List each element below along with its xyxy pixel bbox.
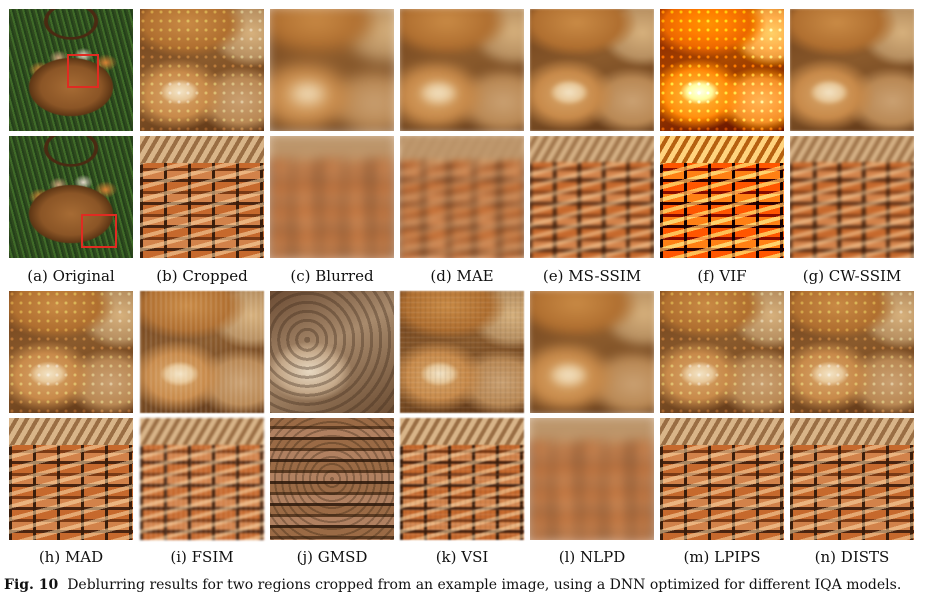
figure-caption: Fig. 10 Deblurring results for two regio… (4, 577, 901, 593)
mad-basket (9, 418, 133, 540)
label-cw-ssim: (g) CW-SSIM (802, 267, 902, 285)
cw-ssim-mushroom (790, 9, 914, 131)
figure-number: Fig. 10 (4, 577, 59, 593)
label-gmsd: (j) GMSD (296, 548, 368, 566)
nlpd-mushroom (530, 291, 654, 413)
vif-mushroom (660, 9, 784, 131)
cw-ssim-basket (790, 136, 914, 258)
mae-basket (400, 136, 524, 258)
label-vif: (f) VIF (697, 267, 747, 285)
label-blurred: (c) Blurred (290, 267, 374, 285)
dists-basket (790, 418, 914, 540)
fsim-basket (140, 418, 264, 540)
original-image-bottom (9, 136, 133, 258)
fsim-mushroom (140, 291, 264, 413)
lpips-basket (660, 418, 784, 540)
label-lpips: (m) LPIPS (683, 548, 761, 566)
cropped-basket (140, 136, 264, 258)
mae-mushroom (400, 9, 524, 131)
blurred-mushroom (270, 9, 394, 131)
label-mad: (h) MAD (38, 548, 104, 566)
vif-basket (660, 136, 784, 258)
crop-region-mushroom (67, 54, 99, 88)
crop-region-basket (81, 214, 117, 248)
original-image-top (9, 9, 133, 131)
label-cropped: (b) Cropped (156, 267, 248, 285)
label-ms-ssim: (e) MS-SSIM (542, 267, 642, 285)
figure-caption-text: Deblurring results for two regions cropp… (67, 577, 902, 593)
blurred-basket (270, 136, 394, 258)
gmsd-basket (270, 418, 394, 540)
lpips-mushroom (660, 291, 784, 413)
vsi-basket (400, 418, 524, 540)
label-dists: (n) DISTS (814, 548, 890, 566)
vsi-mushroom (400, 291, 524, 413)
dists-mushroom (790, 291, 914, 413)
mad-mushroom (9, 291, 133, 413)
ms-ssim-mushroom (530, 9, 654, 131)
gmsd-mushroom (270, 291, 394, 413)
nlpd-basket (530, 418, 654, 540)
label-fsim: (i) FSIM (170, 548, 234, 566)
label-vsi: (k) VSI (435, 548, 489, 566)
label-nlpd: (l) NLPD (558, 548, 626, 566)
ms-ssim-basket (530, 136, 654, 258)
label-original: (a) Original (27, 267, 115, 285)
cropped-mushroom (140, 9, 264, 131)
label-mae: (d) MAE (430, 267, 494, 285)
